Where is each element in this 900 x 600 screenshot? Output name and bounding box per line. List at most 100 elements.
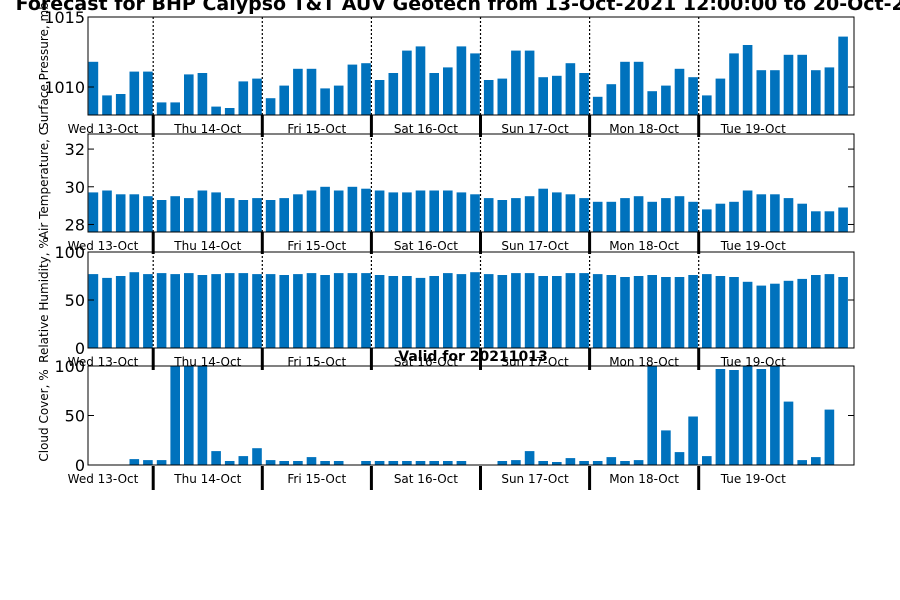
x-tick-label: Wed 13-Oct xyxy=(68,122,139,136)
bar xyxy=(661,430,671,465)
bar xyxy=(661,198,671,232)
bar xyxy=(102,190,112,232)
bar xyxy=(333,461,344,465)
bar xyxy=(306,68,317,115)
bar xyxy=(756,194,767,232)
bar xyxy=(661,277,671,348)
bar xyxy=(824,67,835,115)
bar xyxy=(279,461,289,465)
bar xyxy=(456,274,467,348)
bar xyxy=(443,190,453,232)
bar xyxy=(184,198,194,232)
y-tick-label: 32 xyxy=(65,140,85,159)
x-tick-label: Tue 19-Oct xyxy=(720,239,786,253)
bar xyxy=(333,273,344,348)
x-tick-label: Wed 13-Oct xyxy=(68,239,139,253)
bar xyxy=(361,63,371,115)
bar xyxy=(783,401,794,465)
bar xyxy=(647,201,657,232)
bar xyxy=(211,274,221,348)
bar xyxy=(224,108,235,115)
bar xyxy=(320,88,330,115)
bar xyxy=(674,196,685,232)
bar xyxy=(620,277,630,348)
x-tick-label: Thu 14-Oct xyxy=(173,355,241,369)
bar xyxy=(715,78,726,115)
bar xyxy=(579,273,589,348)
bar xyxy=(429,73,439,115)
bar xyxy=(606,84,617,115)
bar xyxy=(620,198,630,232)
bar xyxy=(633,276,644,348)
bar xyxy=(374,461,385,465)
bar xyxy=(470,272,480,348)
bar xyxy=(688,416,698,465)
bar xyxy=(838,207,848,232)
bar xyxy=(579,73,589,115)
bar xyxy=(115,94,126,115)
bar xyxy=(279,85,289,115)
bar xyxy=(620,461,630,465)
x-tick-label: Thu 14-Oct xyxy=(173,472,241,486)
bar xyxy=(565,273,576,348)
bar xyxy=(320,186,330,232)
bar xyxy=(756,369,767,465)
bar xyxy=(279,198,289,232)
bar xyxy=(143,460,153,465)
bar xyxy=(579,461,589,465)
bar xyxy=(797,460,807,465)
bar xyxy=(470,53,480,115)
bar xyxy=(293,461,303,465)
bar xyxy=(579,198,589,232)
bar xyxy=(770,70,780,115)
x-tick-label: Fri 15-Oct xyxy=(287,122,346,136)
bar xyxy=(265,460,276,465)
bar xyxy=(838,36,848,115)
x-tick-label: Sun 17-Oct xyxy=(501,122,569,136)
bar xyxy=(524,273,535,348)
bar xyxy=(647,91,657,115)
bar xyxy=(429,190,439,232)
bar xyxy=(388,192,399,232)
bar xyxy=(265,274,276,348)
bar xyxy=(633,460,644,465)
bar xyxy=(115,194,126,232)
bar-series xyxy=(88,272,848,348)
bar xyxy=(197,366,208,465)
y-tick-label: 100 xyxy=(54,243,85,262)
bar xyxy=(524,50,535,115)
y-tick-label: 100 xyxy=(54,357,85,376)
bar xyxy=(333,190,344,232)
bar xyxy=(783,280,794,348)
bar xyxy=(388,73,399,115)
bar xyxy=(497,78,508,115)
bar xyxy=(265,200,276,232)
figure-title: Forecast for BHP Calypso T&T AUV Geotech… xyxy=(16,0,900,15)
x-tick-label: Wed 13-Oct xyxy=(68,472,139,486)
bar xyxy=(443,461,453,465)
bar xyxy=(606,201,617,232)
bar xyxy=(783,54,794,115)
bar xyxy=(293,274,303,348)
bar xyxy=(361,461,371,465)
bar xyxy=(184,74,194,115)
bar xyxy=(592,461,603,465)
bar xyxy=(197,190,208,232)
bar xyxy=(102,95,112,115)
bar xyxy=(565,458,576,465)
bar xyxy=(224,461,235,465)
bar xyxy=(620,61,630,115)
bar xyxy=(742,45,753,115)
bar xyxy=(429,461,439,465)
bar xyxy=(838,277,848,348)
y-tick-label: 50 xyxy=(65,291,85,310)
bar xyxy=(674,277,685,348)
bar xyxy=(824,211,835,232)
bar xyxy=(211,192,221,232)
bar xyxy=(156,460,167,465)
bar xyxy=(374,275,385,348)
x-tick-label: Tue 19-Oct xyxy=(720,122,786,136)
bar xyxy=(497,275,508,348)
bar xyxy=(320,275,330,348)
x-tick-label: Mon 18-Oct xyxy=(609,122,679,136)
